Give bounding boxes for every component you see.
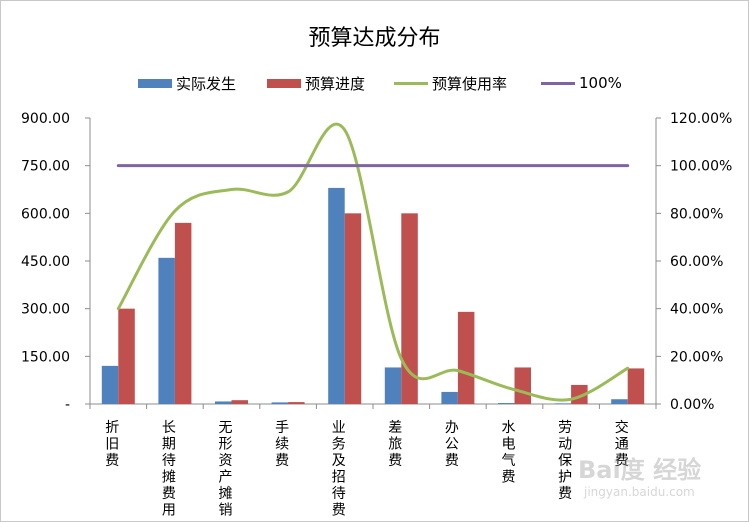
- x-tick-label: 折旧费: [105, 420, 119, 469]
- bar-budget-progress: [174, 222, 192, 404]
- bar-actual: [101, 365, 119, 404]
- chart-legend: 实际发生 预算进度 预算使用率 100%: [0, 72, 749, 94]
- y-left-tick-label: 450.00: [21, 254, 70, 270]
- bar-actual: [441, 391, 458, 404]
- y-left-tick-label: -: [65, 397, 70, 413]
- y-right-tick-label: 120.00%: [670, 111, 732, 127]
- bar-actual: [554, 403, 572, 404]
- y-right-tick-label: 100.00%: [670, 159, 732, 175]
- line-usage-rate: [116, 122, 630, 402]
- y-right-tick-label: 20.00%: [670, 349, 723, 365]
- bar-actual: [498, 403, 515, 404]
- bar-budget-progress: [457, 311, 475, 404]
- watermark-brand: Bai度 经验: [578, 456, 702, 484]
- y-left-tick-label: 750.00: [21, 159, 70, 175]
- y-left-tick-label: 900.00: [21, 111, 70, 127]
- legend-item-usage-rate: 预算使用率: [394, 72, 507, 94]
- x-tick-label: 差旅费: [388, 420, 402, 469]
- bar-actual: [215, 401, 232, 404]
- y-right-tick-label: 40.00%: [670, 302, 723, 318]
- bar-actual: [384, 367, 402, 404]
- x-tick-label: 办公费: [445, 420, 459, 469]
- x-tick-label: 无形资产摊销: [219, 420, 233, 519]
- watermark: Bai度 经验 jingyan.baidu.com: [578, 450, 728, 500]
- legend-item-budget-progress: 预算进度: [267, 72, 365, 94]
- legend-item-actual: 实际发生: [138, 72, 236, 94]
- x-tick-label: 水电气费: [502, 420, 516, 486]
- bar-budget-progress: [231, 400, 248, 404]
- bar-budget-progress: [118, 308, 135, 404]
- bar-budget-progress: [627, 368, 645, 404]
- legend-item-100pct: 100%: [541, 72, 622, 94]
- bar-actual: [328, 187, 345, 404]
- legend-label-100pct: 100%: [579, 74, 622, 92]
- chart-title: 预算达成分布: [308, 26, 441, 51]
- y-right-tick-label: 0.00%: [670, 397, 714, 413]
- bar-budget-progress: [344, 213, 362, 404]
- y-right-tick-label: 80.00%: [670, 206, 723, 222]
- y-right-tick-label: 60.00%: [670, 254, 723, 270]
- y-left-tick-label: 300.00: [21, 302, 70, 318]
- bar-budget-progress: [288, 402, 305, 404]
- x-tick-label: 交通费: [615, 419, 629, 469]
- y-left-tick-label: 600.00: [21, 206, 70, 222]
- x-tick-label: 长期待摊费用: [162, 420, 176, 519]
- legend-label-budget-progress: 预算进度: [305, 74, 366, 93]
- x-tick-label: 劳动保护费: [558, 420, 572, 502]
- x-tick-label: 业务及招待费: [332, 420, 346, 519]
- legend-label-usage-rate: 预算使用率: [432, 74, 508, 93]
- legend-swatch-100pct: [541, 81, 575, 85]
- bar-budget-progress: [514, 367, 531, 404]
- legend-swatch-actual: [138, 78, 172, 88]
- bar-budget-progress: [401, 213, 418, 404]
- bar-actual: [271, 402, 289, 404]
- y-left-tick-label: 150.00: [21, 349, 70, 365]
- bar-actual: [611, 399, 628, 404]
- x-tick-label: 手续费: [275, 420, 289, 469]
- legend-label-actual: 实际发生: [176, 74, 237, 93]
- legend-swatch-budget-progress: [267, 78, 301, 88]
- watermark-url: jingyan.baidu.com: [584, 485, 695, 499]
- bar-actual: [158, 257, 175, 404]
- legend-swatch-usage-rate: [394, 81, 428, 85]
